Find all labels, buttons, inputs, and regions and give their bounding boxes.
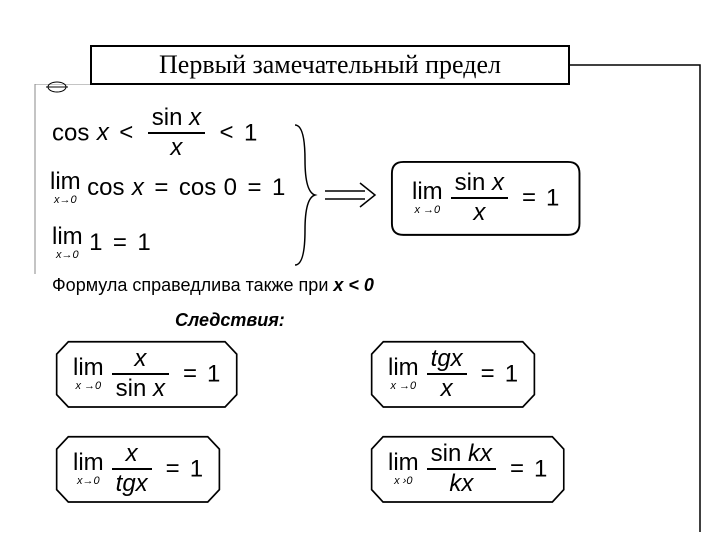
octagon-border xyxy=(370,435,565,504)
eq1: = xyxy=(154,174,168,201)
corollary-2-box: lim x →0 tgx x = 1 xyxy=(370,340,536,409)
eq: = xyxy=(113,229,127,256)
bullet-icon xyxy=(46,80,68,94)
one: 1 xyxy=(272,174,285,201)
title-text: Первый замечательный предел xyxy=(159,50,501,80)
fraction-sinx-x: sin x x xyxy=(148,105,205,162)
one-val: 1 xyxy=(137,229,150,256)
result-formula-box: lim x →0 sin x x = 1 xyxy=(390,160,581,237)
octagon-container: lim x ›0 sin kx kx = 1 xyxy=(370,435,565,504)
corollary-1-box: lim x →0 x sin x = 1 xyxy=(55,340,238,409)
octagon-border xyxy=(55,340,238,409)
chamfer-container: lim x →0 sin x x = 1 xyxy=(390,160,581,237)
curly-brace-icon xyxy=(290,120,318,270)
validity-note: Формула справедлива также при x < 0 xyxy=(52,275,374,296)
octagon-container: lim x →0 tgx x = 1 xyxy=(370,340,536,409)
octagon-container: lim x→0 x tgx = 1 xyxy=(55,435,221,504)
eq2: = xyxy=(247,174,261,201)
cos0-text: cos xyxy=(179,174,216,201)
connector-line-left xyxy=(30,84,100,284)
implies-arrow-icon xyxy=(320,180,380,210)
note-cond: x < 0 xyxy=(333,275,374,295)
num-fn: sin xyxy=(152,104,183,131)
corollary-4-box: lim x ›0 sin kx kx = 1 xyxy=(370,435,565,504)
var-x: x xyxy=(132,174,144,201)
corollary-3-box: lim x→0 x tgx = 1 xyxy=(55,435,221,504)
one: 1 xyxy=(244,119,257,146)
lt2: < xyxy=(220,119,234,146)
chamfer-border xyxy=(390,160,581,237)
corollaries-label: Следствия: xyxy=(175,310,285,331)
num-var: x xyxy=(189,104,201,131)
den-var: x xyxy=(148,135,205,161)
octagon-container: lim x →0 x sin x = 1 xyxy=(55,340,238,409)
octagon-border xyxy=(55,435,221,504)
page-title: Первый замечательный предел xyxy=(90,45,570,85)
lt1: < xyxy=(119,119,133,146)
zero: 0 xyxy=(224,174,237,201)
connector-line xyxy=(560,62,710,542)
octagon-border xyxy=(370,340,536,409)
